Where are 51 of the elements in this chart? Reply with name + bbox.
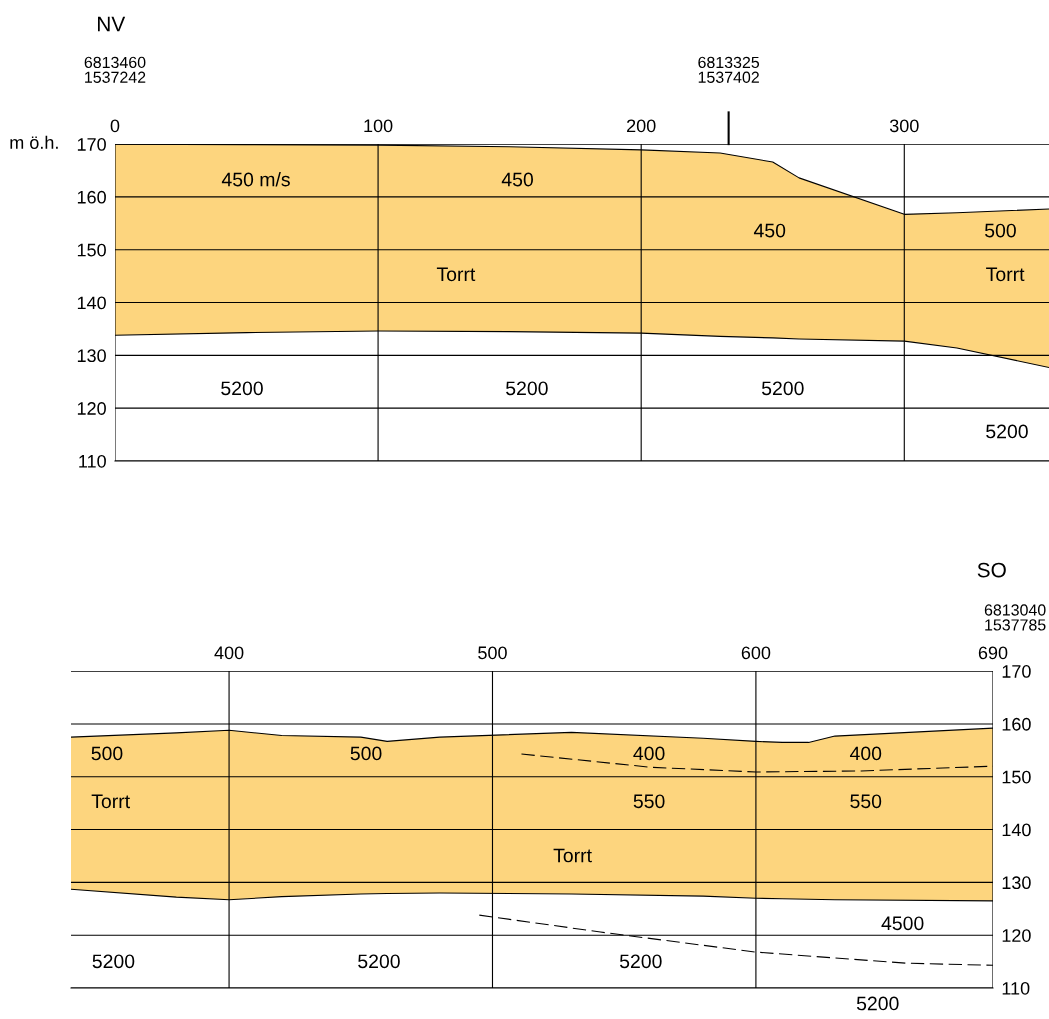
annotation: 5200	[619, 954, 662, 969]
x-tick-label: 0	[110, 119, 120, 133]
y-tick-label: 130	[77, 349, 106, 363]
y-tick-label: 150	[77, 243, 106, 257]
y-tick-label: 110	[1002, 981, 1030, 995]
y-tick-label: 160	[77, 190, 106, 204]
annotation: Torrt	[553, 848, 592, 863]
annotation: 5200	[358, 954, 400, 969]
annotation: 450 m/s	[221, 172, 290, 187]
y-tick-label: 120	[1002, 929, 1031, 942]
y-tick-label: 140	[77, 296, 106, 310]
annotation: 500	[350, 746, 382, 761]
y-tick-label: 170	[77, 138, 106, 151]
x-tick-label: 690	[978, 646, 1008, 660]
annotation: Torrt	[91, 794, 130, 809]
x-tick-label: 100	[364, 119, 393, 133]
y-tick-label: 170	[1002, 665, 1031, 678]
x-tick-label: 600	[741, 646, 771, 660]
y-tick-label: 160	[1002, 717, 1031, 731]
x-tick-label: 500	[478, 646, 507, 660]
y-tick-label: 150	[1002, 770, 1031, 784]
y-tick-label: 130	[1002, 876, 1031, 890]
chart-title: SO	[977, 562, 1006, 578]
x-tick-label: 200	[627, 119, 656, 133]
annotation: 4500	[881, 916, 924, 931]
y-tick-label: 120	[77, 402, 106, 415]
annotation: Torrt	[986, 267, 1025, 282]
y-tick-label: 110	[79, 454, 106, 468]
annotation: 450	[753, 223, 786, 238]
annotation: 5200	[221, 381, 263, 396]
annotation: 5200	[986, 424, 1028, 439]
annotation: 400	[849, 746, 882, 761]
annotation: 550	[850, 794, 882, 809]
annotation: 5200	[506, 381, 548, 396]
text: 6813460 1537242	[84, 56, 146, 83]
annotation: 5200	[92, 954, 135, 969]
y-tick-label: 140	[1002, 823, 1031, 837]
text: 6813325 1537402	[698, 56, 760, 83]
annotation: 500	[984, 223, 1016, 238]
x-tick-label: 300	[889, 119, 919, 133]
annotation: 550	[633, 794, 665, 809]
text: 6813040 1537785	[984, 604, 1046, 631]
x-tick-label: 400	[214, 646, 244, 660]
annotation: 500	[91, 746, 123, 761]
y-axis-title: m ö.h.	[10, 135, 58, 149]
annotation: 450	[501, 172, 533, 187]
annotation: Torrt	[436, 267, 476, 282]
chart-title: NV	[98, 16, 126, 32]
annotation: 400	[633, 746, 665, 761]
text: 5200	[856, 996, 899, 1011]
annotation: 5200	[761, 381, 804, 396]
